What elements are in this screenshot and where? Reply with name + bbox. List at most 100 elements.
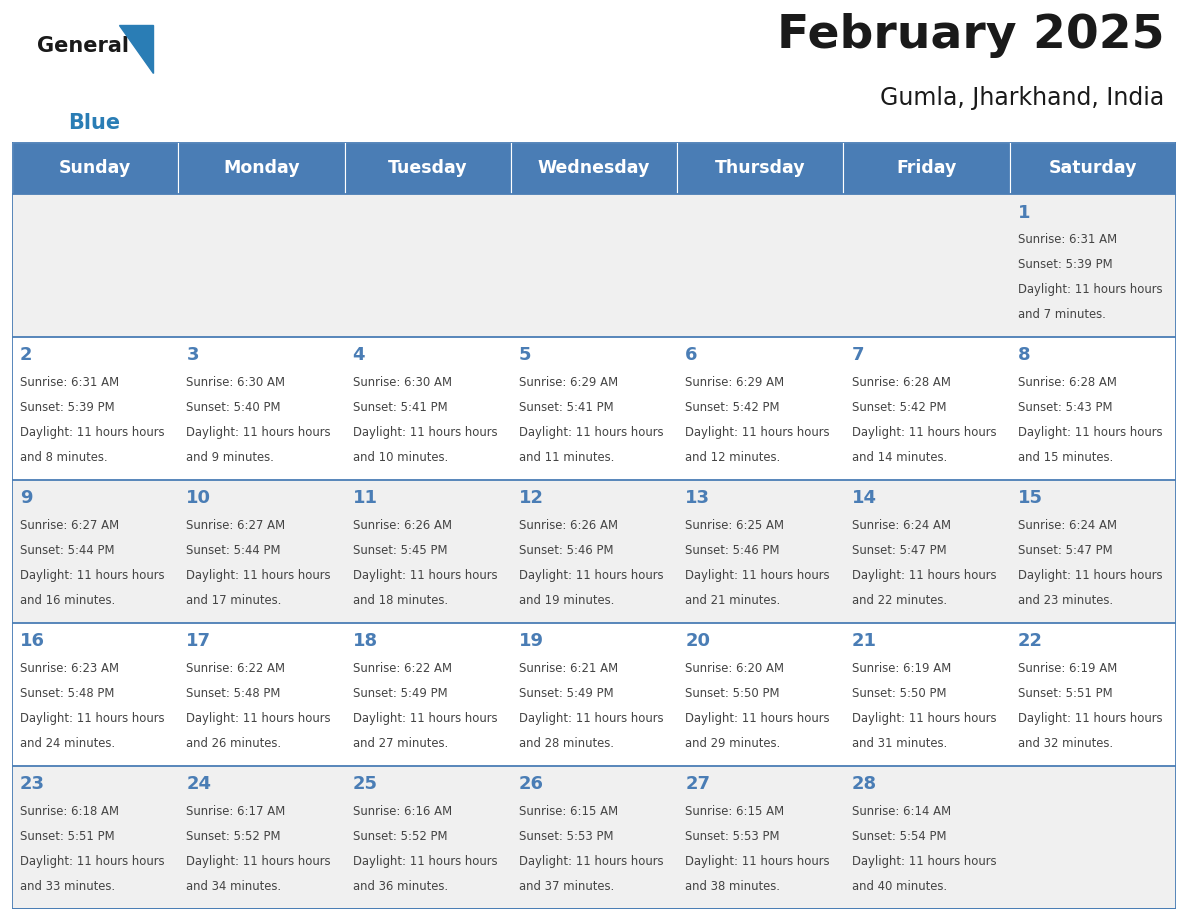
Text: and 29 minutes.: and 29 minutes.	[685, 736, 781, 750]
Text: Daylight: 11 hours hours: Daylight: 11 hours hours	[852, 855, 996, 868]
Text: and 36 minutes.: and 36 minutes.	[353, 879, 448, 892]
Text: Sunrise: 6:31 AM: Sunrise: 6:31 AM	[20, 375, 119, 389]
Text: Sunrise: 6:27 AM: Sunrise: 6:27 AM	[187, 519, 285, 532]
Text: Sunrise: 6:31 AM: Sunrise: 6:31 AM	[1018, 233, 1117, 246]
Text: Sunset: 5:41 PM: Sunset: 5:41 PM	[519, 401, 614, 414]
Text: Daylight: 11 hours hours: Daylight: 11 hours hours	[187, 569, 330, 582]
Text: Sunset: 5:53 PM: Sunset: 5:53 PM	[519, 830, 613, 843]
Text: Sunrise: 6:26 AM: Sunrise: 6:26 AM	[353, 519, 451, 532]
Text: Thursday: Thursday	[715, 160, 805, 177]
Text: and 7 minutes.: and 7 minutes.	[1018, 308, 1106, 321]
Text: Sunrise: 6:26 AM: Sunrise: 6:26 AM	[519, 519, 618, 532]
Text: 1: 1	[1018, 204, 1030, 221]
Text: Daylight: 11 hours hours: Daylight: 11 hours hours	[685, 426, 829, 439]
Text: 25: 25	[353, 775, 378, 793]
Text: Saturday: Saturday	[1049, 160, 1137, 177]
Text: Sunrise: 6:19 AM: Sunrise: 6:19 AM	[852, 662, 950, 675]
Text: General: General	[38, 36, 129, 56]
Text: Daylight: 11 hours hours: Daylight: 11 hours hours	[20, 426, 164, 439]
Text: 16: 16	[20, 633, 45, 650]
Text: Sunset: 5:54 PM: Sunset: 5:54 PM	[852, 830, 946, 843]
Text: Sunrise: 6:22 AM: Sunrise: 6:22 AM	[187, 662, 285, 675]
Text: 21: 21	[852, 633, 877, 650]
Text: 28: 28	[852, 775, 877, 793]
Text: Sunset: 5:45 PM: Sunset: 5:45 PM	[353, 543, 447, 556]
Text: Daylight: 11 hours hours: Daylight: 11 hours hours	[1018, 569, 1162, 582]
Text: and 33 minutes.: and 33 minutes.	[20, 879, 115, 892]
Text: and 16 minutes.: and 16 minutes.	[20, 594, 115, 607]
Text: 9: 9	[20, 489, 32, 508]
Bar	[12, 142, 178, 195]
Text: Sunrise: 6:29 AM: Sunrise: 6:29 AM	[685, 375, 784, 389]
Bar	[677, 142, 843, 195]
Text: Sunrise: 6:29 AM: Sunrise: 6:29 AM	[519, 375, 618, 389]
Text: Sunrise: 6:28 AM: Sunrise: 6:28 AM	[852, 375, 950, 389]
Text: and 32 minutes.: and 32 minutes.	[1018, 736, 1113, 750]
Text: Daylight: 11 hours hours: Daylight: 11 hours hours	[20, 711, 164, 724]
Text: 7: 7	[852, 346, 864, 364]
Text: 10: 10	[187, 489, 211, 508]
Text: Sunrise: 6:25 AM: Sunrise: 6:25 AM	[685, 519, 784, 532]
Text: Sunset: 5:47 PM: Sunset: 5:47 PM	[1018, 543, 1113, 556]
Text: 20: 20	[685, 633, 710, 650]
Text: Sunrise: 6:21 AM: Sunrise: 6:21 AM	[519, 662, 618, 675]
Text: Sunset: 5:40 PM: Sunset: 5:40 PM	[187, 401, 280, 414]
Bar	[511, 142, 677, 195]
Text: Sunrise: 6:27 AM: Sunrise: 6:27 AM	[20, 519, 119, 532]
Text: Sunset: 5:43 PM: Sunset: 5:43 PM	[1018, 401, 1112, 414]
Text: and 40 minutes.: and 40 minutes.	[852, 879, 947, 892]
Text: Sunrise: 6:22 AM: Sunrise: 6:22 AM	[353, 662, 451, 675]
Text: Sunrise: 6:24 AM: Sunrise: 6:24 AM	[852, 519, 950, 532]
Text: Sunset: 5:49 PM: Sunset: 5:49 PM	[519, 687, 614, 700]
Text: Sunset: 5:48 PM: Sunset: 5:48 PM	[20, 687, 114, 700]
Text: and 17 minutes.: and 17 minutes.	[187, 594, 282, 607]
Text: Sunrise: 6:15 AM: Sunrise: 6:15 AM	[519, 804, 618, 818]
Text: Sunrise: 6:20 AM: Sunrise: 6:20 AM	[685, 662, 784, 675]
Text: and 9 minutes.: and 9 minutes.	[187, 451, 274, 464]
Text: and 18 minutes.: and 18 minutes.	[353, 594, 448, 607]
Text: Daylight: 11 hours hours: Daylight: 11 hours hours	[852, 426, 996, 439]
Bar	[12, 337, 1176, 480]
Text: Sunset: 5:44 PM: Sunset: 5:44 PM	[20, 543, 114, 556]
Text: 5: 5	[519, 346, 531, 364]
Text: Daylight: 11 hours hours: Daylight: 11 hours hours	[353, 569, 497, 582]
Text: Sunset: 5:42 PM: Sunset: 5:42 PM	[685, 401, 779, 414]
Text: and 26 minutes.: and 26 minutes.	[187, 736, 282, 750]
Text: Sunset: 5:52 PM: Sunset: 5:52 PM	[187, 830, 280, 843]
Text: Sunrise: 6:15 AM: Sunrise: 6:15 AM	[685, 804, 784, 818]
Text: and 28 minutes.: and 28 minutes.	[519, 736, 614, 750]
Text: and 10 minutes.: and 10 minutes.	[353, 451, 448, 464]
Bar	[12, 623, 1176, 766]
Text: 24: 24	[187, 775, 211, 793]
Text: 27: 27	[685, 775, 710, 793]
Text: Daylight: 11 hours hours: Daylight: 11 hours hours	[187, 855, 330, 868]
Bar	[1010, 142, 1176, 195]
Text: and 23 minutes.: and 23 minutes.	[1018, 594, 1113, 607]
Text: February 2025: February 2025	[777, 13, 1164, 58]
Text: Sunrise: 6:14 AM: Sunrise: 6:14 AM	[852, 804, 950, 818]
Text: 8: 8	[1018, 346, 1030, 364]
Text: 6: 6	[685, 346, 697, 364]
Text: Blue: Blue	[68, 113, 120, 133]
Polygon shape	[119, 25, 153, 73]
Text: Daylight: 11 hours hours: Daylight: 11 hours hours	[353, 855, 497, 868]
Bar	[12, 480, 1176, 623]
Text: and 24 minutes.: and 24 minutes.	[20, 736, 115, 750]
Text: and 12 minutes.: and 12 minutes.	[685, 451, 781, 464]
Text: Wednesday: Wednesday	[538, 160, 650, 177]
Text: Sunrise: 6:23 AM: Sunrise: 6:23 AM	[20, 662, 119, 675]
Text: Daylight: 11 hours hours: Daylight: 11 hours hours	[519, 711, 663, 724]
Text: Daylight: 11 hours hours: Daylight: 11 hours hours	[685, 855, 829, 868]
Text: Sunset: 5:42 PM: Sunset: 5:42 PM	[852, 401, 946, 414]
Text: Sunset: 5:51 PM: Sunset: 5:51 PM	[1018, 687, 1113, 700]
Text: Daylight: 11 hours hours: Daylight: 11 hours hours	[187, 711, 330, 724]
Text: and 31 minutes.: and 31 minutes.	[852, 736, 947, 750]
Text: Sunrise: 6:28 AM: Sunrise: 6:28 AM	[1018, 375, 1117, 389]
Text: 11: 11	[353, 489, 378, 508]
Text: and 15 minutes.: and 15 minutes.	[1018, 451, 1113, 464]
Bar	[178, 142, 345, 195]
Text: 23: 23	[20, 775, 45, 793]
Text: Sunrise: 6:16 AM: Sunrise: 6:16 AM	[353, 804, 451, 818]
Text: Sunset: 5:48 PM: Sunset: 5:48 PM	[187, 687, 280, 700]
Text: Sunset: 5:49 PM: Sunset: 5:49 PM	[353, 687, 448, 700]
